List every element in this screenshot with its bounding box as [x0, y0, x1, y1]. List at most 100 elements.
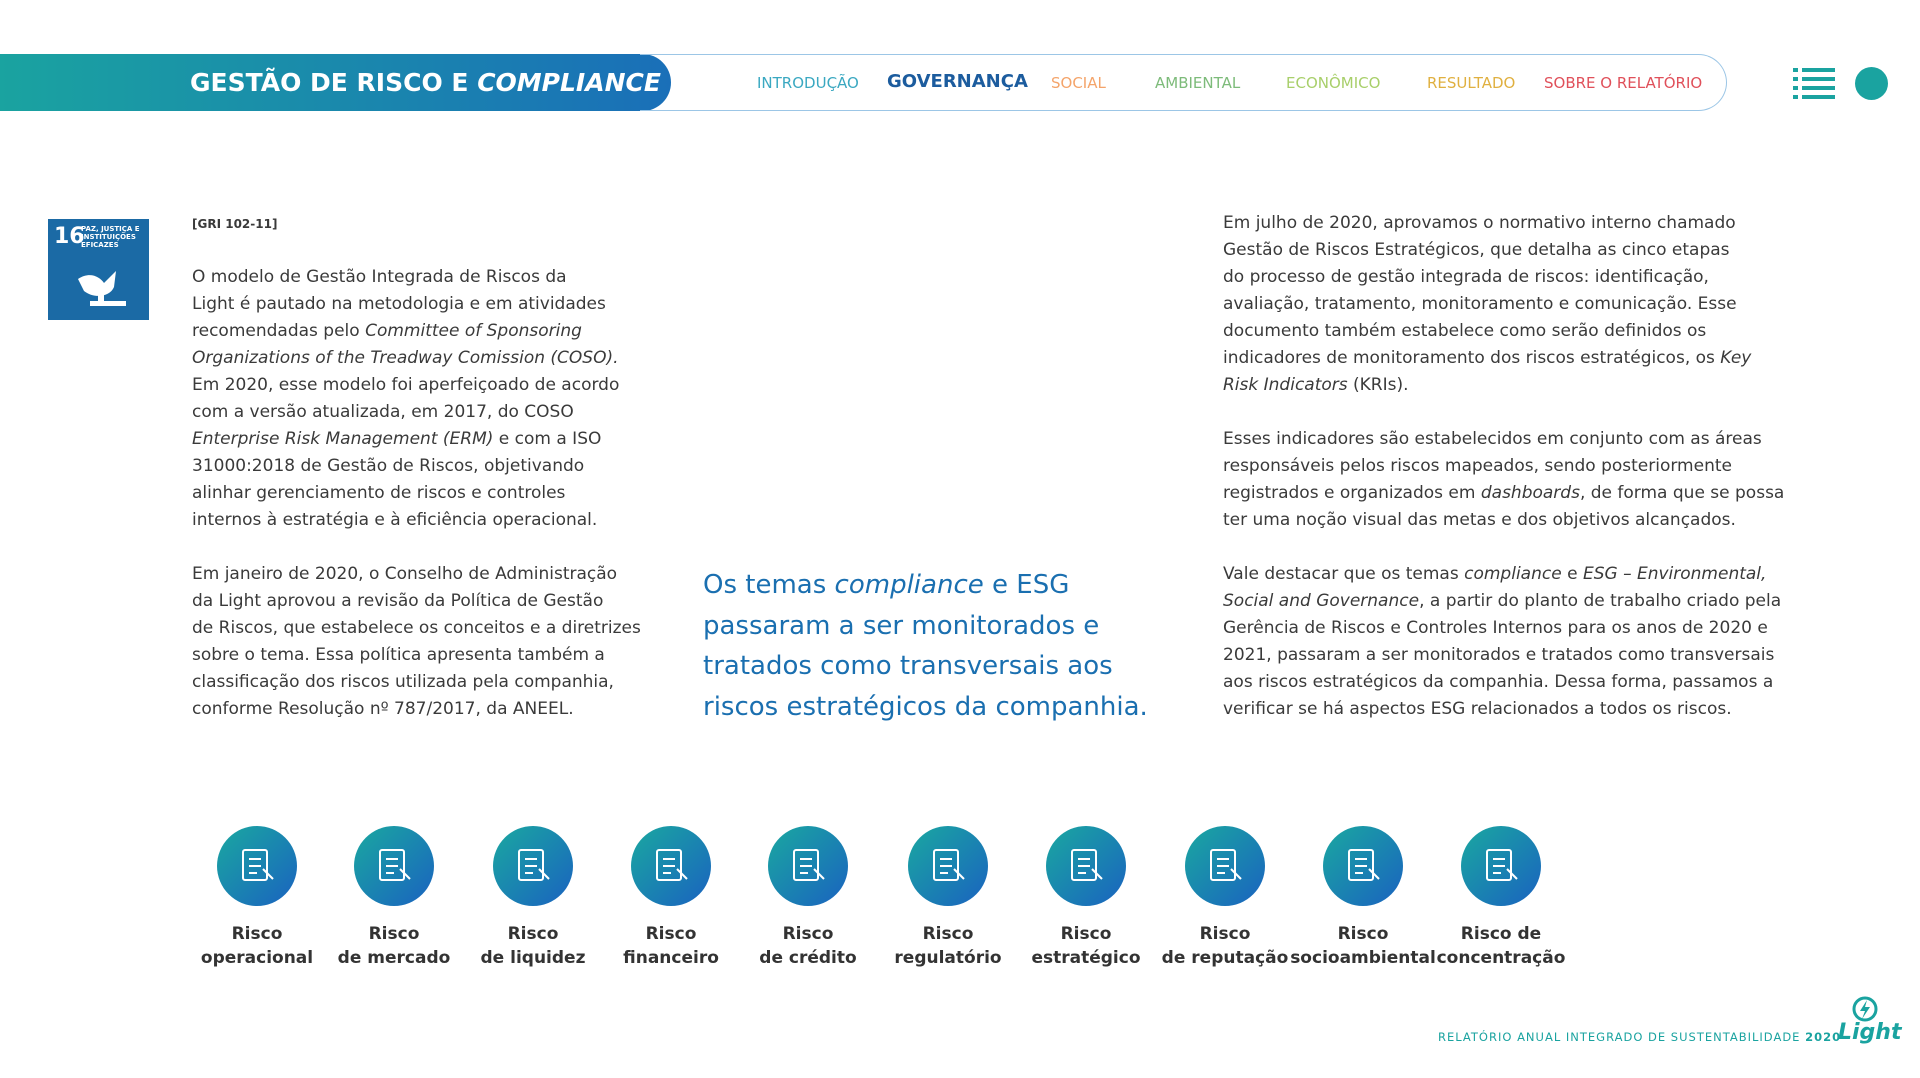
text-line: Enterprise Risk Management (ERM) e com a…: [192, 426, 641, 453]
risk-icon: [768, 826, 848, 906]
text-line: classificação dos riscos utilizada pela …: [192, 672, 614, 692]
footer-label: RELATÓRIO ANUAL INTEGRADO DE SUSTENTABIL…: [1438, 1030, 1806, 1044]
text-line: Organizations of the Treadway Comission …: [192, 345, 641, 372]
text-line: aos riscos estratégicos da companhia. De…: [1223, 672, 1774, 692]
paragraph-gap: [192, 534, 641, 561]
risk-label: Risco operacional: [182, 922, 332, 970]
risk-label-line: concentração: [1436, 948, 1566, 968]
text-line: Em julho de 2020, aprovamos o normativo …: [1223, 213, 1736, 233]
title-italic: COMPLIANCE: [477, 68, 661, 97]
text-line: Em janeiro de 2020, o Conselho de Admini…: [192, 564, 618, 584]
nav-item[interactable]: SOCIAL: [1051, 74, 1106, 92]
sdg-number: 16: [54, 224, 85, 249]
text-line: 31000:2018 de Gestão de Riscos, objetiva…: [192, 456, 585, 476]
nav-item[interactable]: SOBRE O RELATÓRIO: [1544, 74, 1703, 92]
footer-text: RELATÓRIO ANUAL INTEGRADO DE SUSTENTABIL…: [1438, 1030, 1841, 1044]
text-line: sobre o tema. Essa política apresenta ta…: [192, 645, 605, 665]
risk-label-line: Risco: [782, 924, 834, 944]
risk-icon: [1046, 826, 1126, 906]
nav-item[interactable]: AMBIENTAL: [1155, 74, 1241, 92]
pull-quote: Os temas compliance e ESG passaram a ser …: [703, 565, 1148, 727]
text-line: Os temas compliance e ESG: [703, 565, 1148, 606]
risk-label-line: Risco de: [1460, 924, 1542, 944]
risk-label-line: Risco: [922, 924, 974, 944]
risk-label-line: Risco: [231, 924, 283, 944]
text-line: da Light aprovou a revisão da Política d…: [192, 591, 604, 611]
risk-label-line: Risco: [1337, 924, 1389, 944]
text-run: indicadores de monitoramento dos riscos …: [1223, 348, 1721, 368]
sdg-glyph: [78, 271, 126, 306]
text-line: de Riscos, que estabelece os conceitos e…: [192, 618, 641, 638]
text-line: indicadores de monitoramento dos riscos …: [1223, 345, 1784, 372]
title-text: GESTÃO DE RISCO E: [190, 68, 478, 97]
text-line: avaliação, tratamento, monitoramento e c…: [1223, 294, 1737, 314]
risk-label-line: socioambiental: [1290, 948, 1436, 968]
text-line: Em 2020, esse modelo foi aperfeiçoado de…: [192, 375, 620, 395]
risk-icon: [354, 826, 434, 906]
risk-label-line: Risco: [645, 924, 697, 944]
risk-label-line: de reputação: [1161, 948, 1289, 968]
risk-icon: [1323, 826, 1403, 906]
nav-item[interactable]: RESULTADO: [1427, 74, 1516, 92]
nav-item[interactable]: ECONÔMICO: [1286, 74, 1381, 92]
text-line: Social and Governance, a partir do plant…: [1223, 588, 1784, 615]
page-number: [1855, 67, 1888, 100]
risk-label: Risco socioambiental: [1288, 922, 1438, 970]
risk-label: Risco de crédito: [733, 922, 883, 970]
risk-label-line: de crédito: [759, 948, 857, 968]
gri-tag: [GRI 102-11]: [192, 217, 278, 231]
text-line: tratados como transversais aos: [703, 651, 1113, 681]
sdg-label: PAZ, JUSTIÇA E INSTITUIÇÕES EFICAZES: [81, 225, 140, 249]
text-run-italic: Enterprise Risk Management (ERM): [192, 429, 494, 449]
text-line: Light é pautado na metodologia e em ativ…: [192, 294, 606, 314]
footer-year: 2020: [1805, 1030, 1842, 1044]
risk-label-line: Risco: [507, 924, 559, 944]
text-line: alinhar gerenciamento de riscos e contro…: [192, 483, 566, 503]
text-run: Vale destacar que os temas: [1223, 564, 1465, 584]
risk-label-line: regulatório: [894, 948, 1002, 968]
text-line: ter uma noção visual das metas e dos obj…: [1223, 510, 1736, 530]
text-line: com a versão atualizada, em 2017, do COS…: [192, 402, 574, 422]
risk-label-line: de mercado: [337, 948, 451, 968]
text-line: Gestão de Riscos Estratégicos, que detal…: [1223, 240, 1730, 260]
risk-icon: [493, 826, 573, 906]
text-line: Esses indicadores são estabelecidos em c…: [1223, 429, 1762, 449]
risk-label: Risco estratégico: [1011, 922, 1161, 970]
text-run: , de forma que se possa: [1579, 483, 1785, 503]
risk-label-line: Risco: [1060, 924, 1112, 944]
menu-icon[interactable]: [1793, 66, 1835, 102]
text-run-italic: Key: [1720, 348, 1752, 368]
nav-pill: [640, 54, 1727, 111]
risk-icon: [1185, 826, 1265, 906]
text-line: conforme Resolução nº 787/2017, da ANEEL…: [192, 699, 574, 719]
risk-icon: [908, 826, 988, 906]
text-line: O modelo de Gestão Integrada de Riscos d…: [192, 267, 567, 287]
text-line: responsáveis pelos riscos mapeados, send…: [1223, 456, 1732, 476]
text-run: registrados e organizados em: [1223, 483, 1481, 503]
text-run-italic: dashboards: [1480, 483, 1580, 503]
risk-icon: [217, 826, 297, 906]
text-run-italic: Committee of Sponsoring: [365, 321, 582, 341]
sdg-icon: 16 PAZ, JUSTIÇA E INSTITUIÇÕES EFICAZES: [48, 219, 149, 320]
text-run: Os temas: [703, 570, 835, 600]
text-line: do processo de gestão integrada de risco…: [1223, 267, 1709, 287]
risk-label-line: Risco: [368, 924, 420, 944]
text-line: passaram a ser monitorados e: [703, 610, 1100, 641]
nav-item[interactable]: INTRODUÇÃO: [757, 74, 859, 92]
nav-item[interactable]: GOVERNANÇA: [887, 71, 1028, 92]
text-line: recomendadas pelo Committee of Sponsorin…: [192, 318, 641, 345]
text-line: registrados e organizados em dashboards,…: [1223, 480, 1784, 507]
text-line: riscos estratégicos da companhia.: [703, 691, 1148, 722]
right-column: Em julho de 2020, aprovamos o normativo …: [1223, 210, 1784, 723]
risk-icon: [631, 826, 711, 906]
risk-label-line: financeiro: [623, 948, 719, 968]
risk-label: Risco financeiro: [596, 922, 746, 970]
text-run-italic: Risk Indicators: [1223, 375, 1348, 395]
risk-label-line: de liquidez: [480, 948, 586, 968]
risk-label: Risco de concentração: [1426, 922, 1576, 970]
logo-mark: [1852, 996, 1878, 1022]
text-run-italic: Organizations of the Treadway Comission …: [192, 348, 619, 368]
text-run: recomendadas pelo: [192, 321, 366, 341]
text-run-italic: ESG – Environmental,: [1582, 564, 1767, 584]
